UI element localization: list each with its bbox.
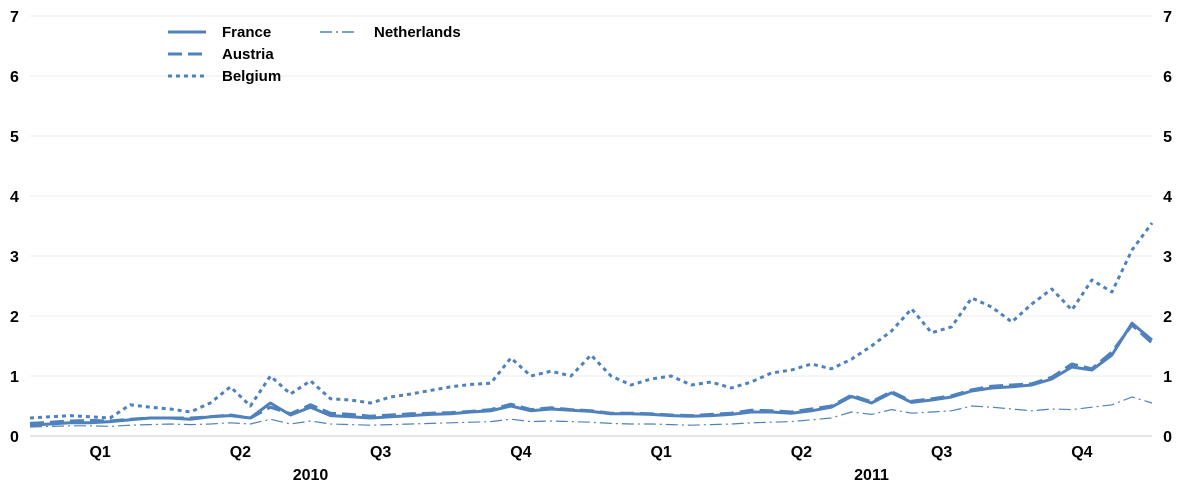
y-tick-right: 6 xyxy=(1163,69,1172,86)
gridlines xyxy=(30,15,1152,437)
y-tick-right: 2 xyxy=(1163,309,1172,326)
x-axis: Q1 Q2 Q3 Q4 Q1 Q2 Q3 Q4 2010 2011 xyxy=(89,444,1092,484)
y-tick-left: 4 xyxy=(10,189,19,206)
series-lines xyxy=(29,222,1154,428)
y-tick-left: 5 xyxy=(10,129,19,146)
x-tick-quarter: Q2 xyxy=(230,444,251,461)
legend: France Austria Belgium Netherlands xyxy=(168,24,461,85)
y-axis-right: 0 1 2 3 4 5 6 7 xyxy=(1163,9,1172,446)
x-tick-quarter: Q4 xyxy=(1071,444,1092,461)
y-tick-left: 3 xyxy=(10,249,19,266)
legend-label-france: France xyxy=(222,24,271,41)
x-tick-quarter: Q2 xyxy=(791,444,812,461)
y-tick-right: 3 xyxy=(1163,249,1172,266)
y-tick-right: 0 xyxy=(1163,429,1172,446)
x-tick-quarter: Q3 xyxy=(931,444,952,461)
y-axis-left: 0 1 2 3 4 5 6 7 xyxy=(10,9,19,446)
x-tick-year: 2011 xyxy=(854,467,889,484)
x-tick-year: 2010 xyxy=(293,467,329,484)
x-tick-quarter: Q3 xyxy=(370,444,391,461)
legend-label-austria: Austria xyxy=(222,46,274,63)
series-line-belgium xyxy=(29,222,1154,420)
x-tick-quarter: Q1 xyxy=(650,444,671,461)
y-tick-left: 1 xyxy=(10,369,19,386)
y-tick-left: 2 xyxy=(10,309,19,326)
x-tick-quarter: Q1 xyxy=(89,444,110,461)
y-tick-left: 6 xyxy=(10,69,19,86)
y-tick-left: 7 xyxy=(10,9,19,26)
y-tick-right: 1 xyxy=(1163,369,1172,386)
legend-label-netherlands: Netherlands xyxy=(374,24,461,41)
series-line-austria xyxy=(29,323,1154,425)
y-tick-right: 4 xyxy=(1163,189,1172,206)
y-tick-left: 0 xyxy=(10,429,19,446)
x-tick-quarter: Q4 xyxy=(510,444,531,461)
y-tick-right: 5 xyxy=(1163,129,1172,146)
series-line-netherlands xyxy=(29,396,1153,428)
y-tick-right: 7 xyxy=(1163,9,1172,26)
legend-label-belgium: Belgium xyxy=(222,68,281,85)
